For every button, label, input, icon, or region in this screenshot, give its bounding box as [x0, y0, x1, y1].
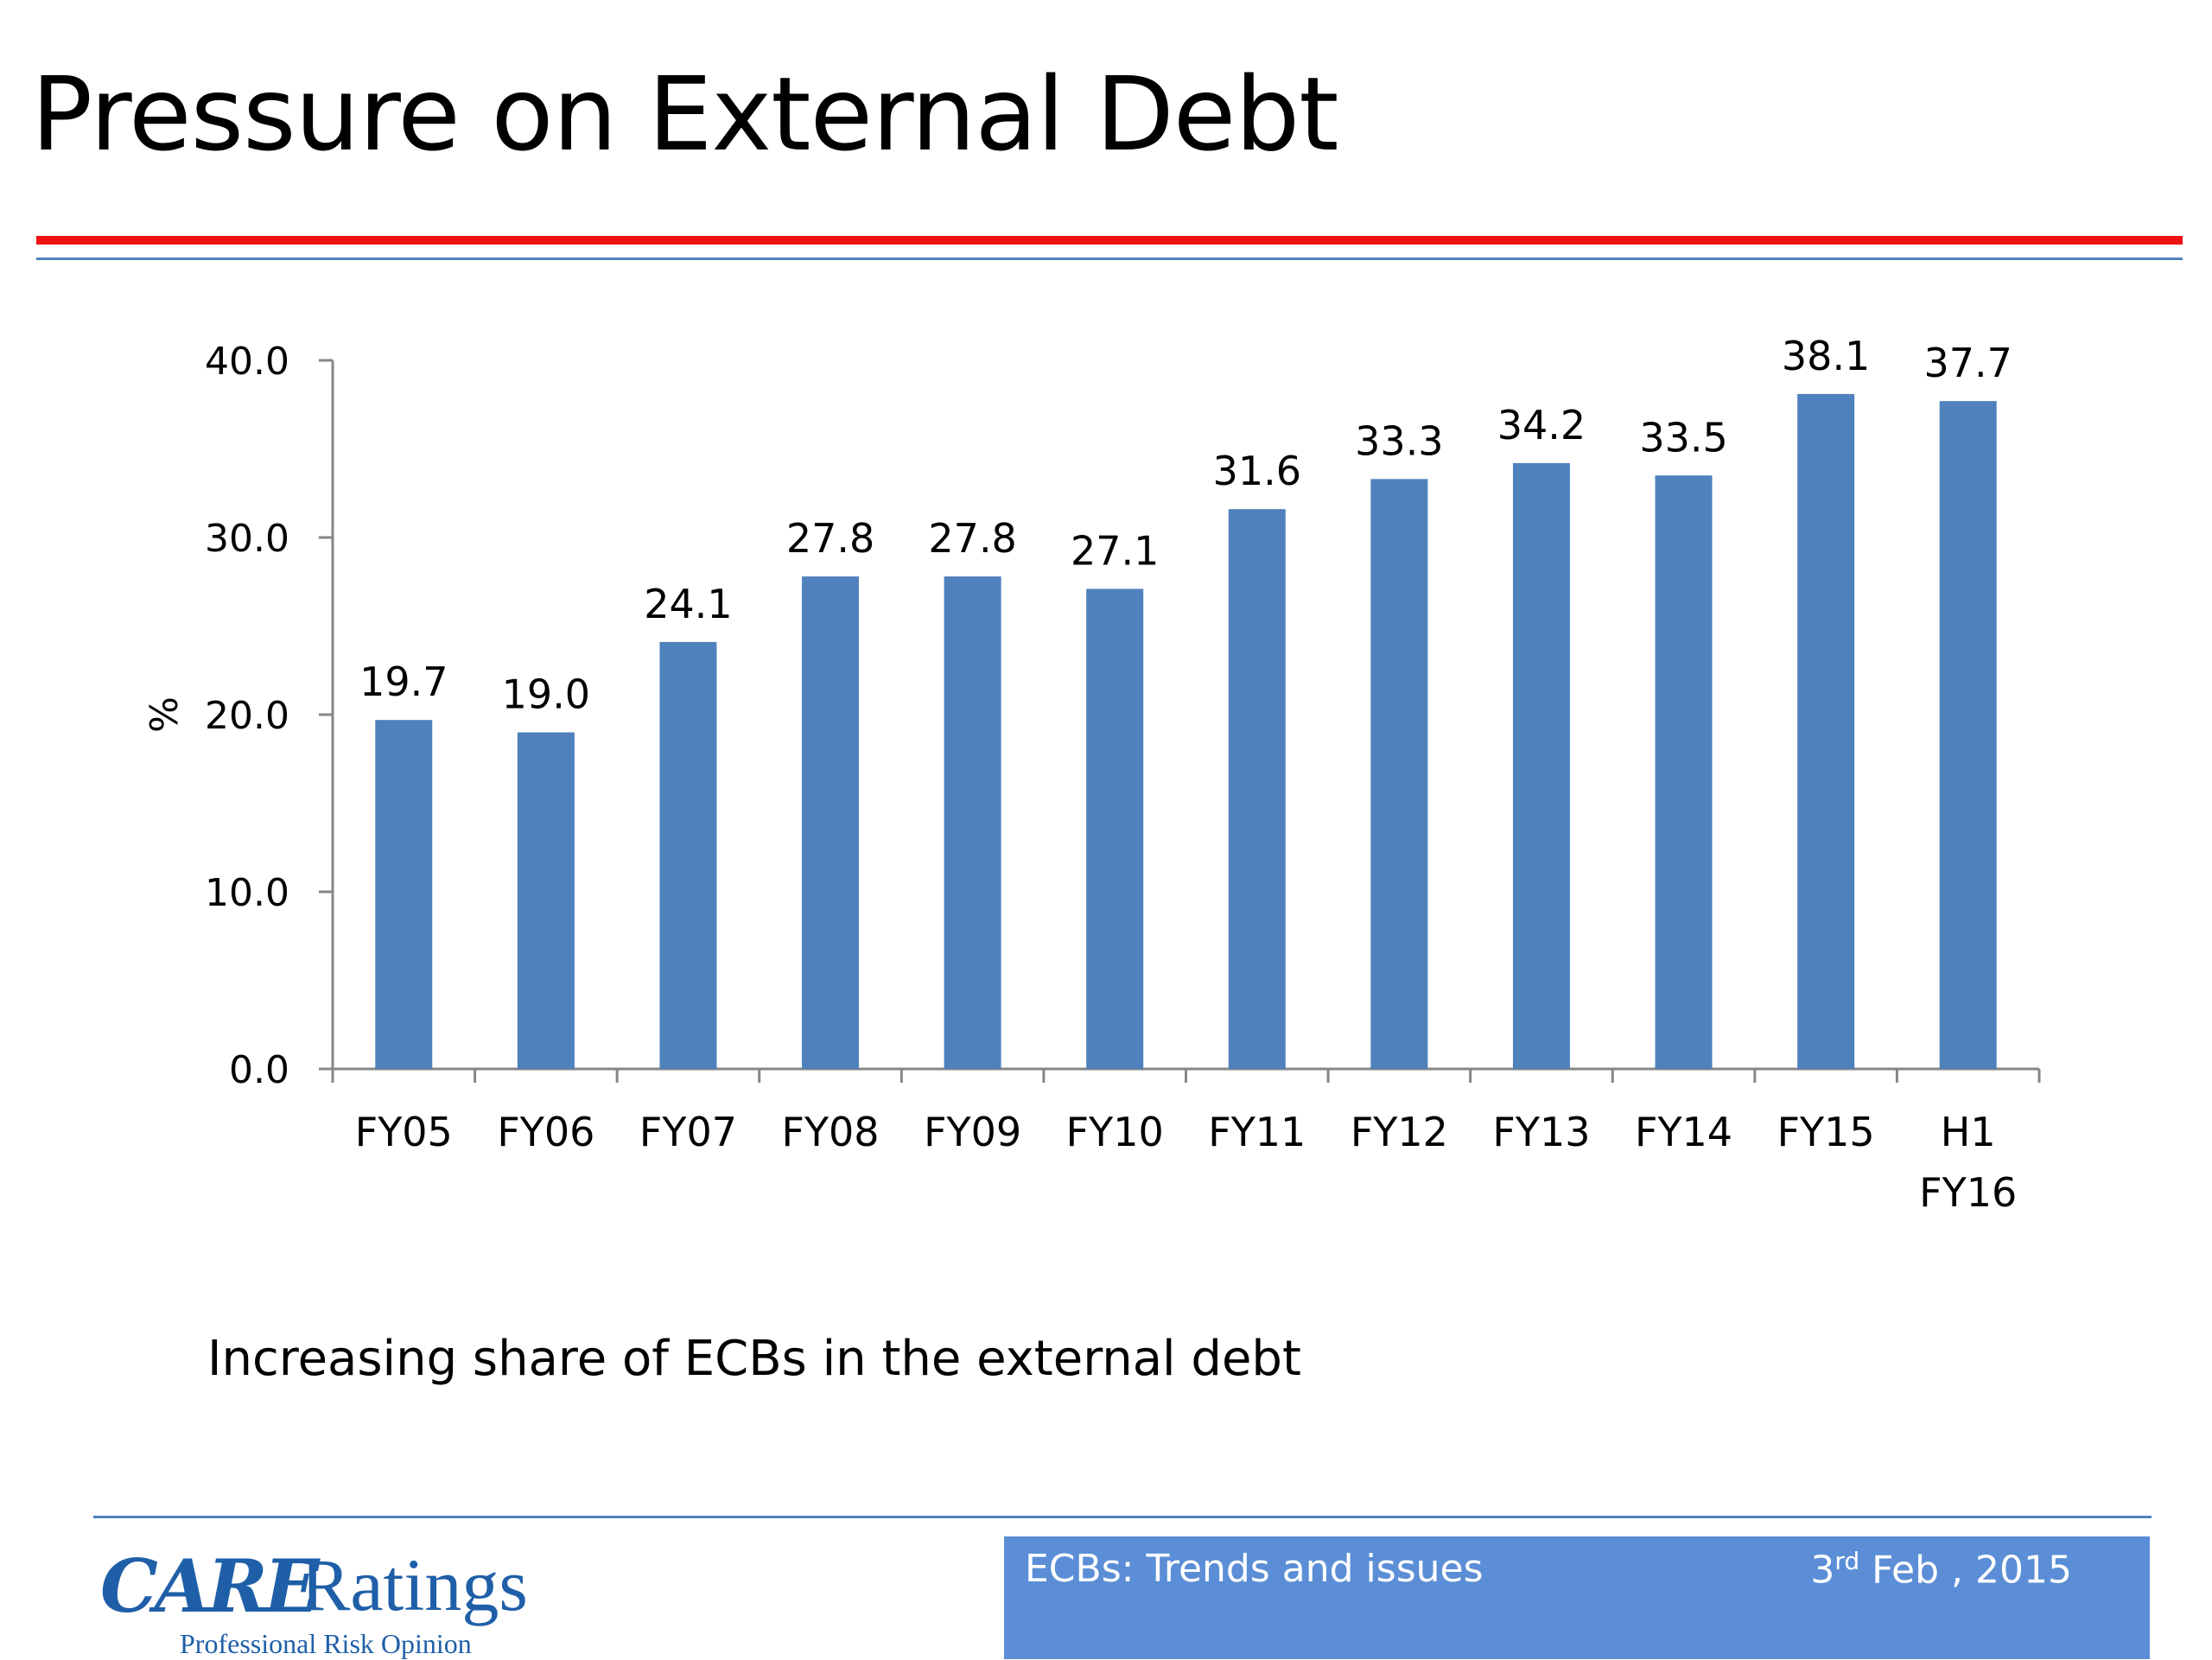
data-label: 37.7 — [1923, 340, 2012, 386]
chart-bars — [375, 393, 1997, 1069]
date-suffix: rd — [1834, 1547, 1860, 1575]
bar — [1797, 393, 1855, 1069]
bar — [1228, 509, 1286, 1069]
y-tick-label: 0.0 — [229, 1048, 289, 1092]
y-tick-label: 40.0 — [205, 340, 289, 384]
x-tick-label: FY05 — [355, 1109, 453, 1155]
x-tick-label: FY07 — [639, 1109, 737, 1155]
bar — [1086, 588, 1144, 1069]
x-tick-label: FY12 — [1351, 1109, 1448, 1155]
data-label: 34.2 — [1497, 402, 1586, 448]
x-tick-label: H1 FY16 — [1919, 1109, 2017, 1216]
data-label: 27.8 — [928, 515, 1016, 562]
footer-rule — [93, 1516, 2152, 1518]
title-red-rule — [36, 236, 2183, 245]
data-label: 27.8 — [786, 515, 874, 562]
bar — [1655, 475, 1713, 1069]
chart-labels: 0.0 10.0 20.0 30.0 40.0% 19.7 FY05 19.0 FY06 24.1… — [143, 333, 2017, 1216]
x-tick-label: FY11 — [1208, 1109, 1306, 1155]
footer-date: 3rd Feb , 2015 — [1810, 1547, 2072, 1593]
y-tick-label: 20.0 — [205, 694, 289, 738]
date-day: 3 — [1810, 1548, 1835, 1593]
x-tick-label: FY10 — [1066, 1109, 1164, 1155]
footer-bar: ECBs: Trends and issues 3rd Feb , 2015 — [1004, 1536, 2150, 1659]
bar — [659, 641, 717, 1069]
footer-presentation-title: ECBs: Trends and issues — [1025, 1547, 1484, 1591]
title-blue-rule — [36, 258, 2183, 260]
data-label: 19.7 — [359, 658, 448, 705]
logo-tagline: Professional Risk Opinion — [180, 1628, 472, 1659]
slide-title: Pressure on External Debt — [31, 54, 1339, 174]
bar — [1370, 479, 1428, 1069]
slide-caption: Increasing share of ECBs in the external… — [207, 1331, 1301, 1387]
data-label: 19.0 — [502, 671, 590, 718]
bar — [375, 720, 433, 1069]
y-tick-label: 10.0 — [205, 871, 289, 915]
care-ratings-logo: CARE Ratings Professional Risk Opinion — [97, 1531, 581, 1659]
data-label: 24.1 — [644, 581, 732, 627]
bar — [944, 576, 1001, 1069]
data-label: 33.3 — [1355, 417, 1443, 464]
bar — [1512, 462, 1570, 1069]
x-tick-label: FY09 — [924, 1109, 1021, 1155]
data-label: 27.1 — [1071, 527, 1159, 574]
logo-mark: CARE — [100, 1543, 320, 1629]
y-tick-label: 30.0 — [205, 517, 289, 561]
logo-wordmark: Ratings — [301, 1543, 528, 1626]
x-tick-label: FY13 — [1492, 1109, 1590, 1155]
y-axis-title: % — [143, 696, 187, 733]
chart-axes — [319, 359, 2041, 1083]
x-tick-label: FY14 — [1635, 1109, 1732, 1155]
x-tick-label: FY08 — [781, 1109, 879, 1155]
bar — [802, 576, 860, 1069]
x-tick-label: FY06 — [497, 1109, 594, 1155]
data-label: 31.6 — [1213, 448, 1301, 494]
x-tick-label: FY15 — [1777, 1109, 1875, 1155]
data-label: 33.5 — [1639, 414, 1727, 461]
data-label: 38.1 — [1782, 333, 1870, 379]
bar-chart: 0.0 10.0 20.0 30.0 40.0% 19.7 FY05 19.0 FY06 24.1… — [143, 333, 2041, 1216]
bar — [1939, 401, 1997, 1069]
date-rest: Feb , 2015 — [1859, 1548, 2072, 1593]
bar — [517, 732, 575, 1069]
